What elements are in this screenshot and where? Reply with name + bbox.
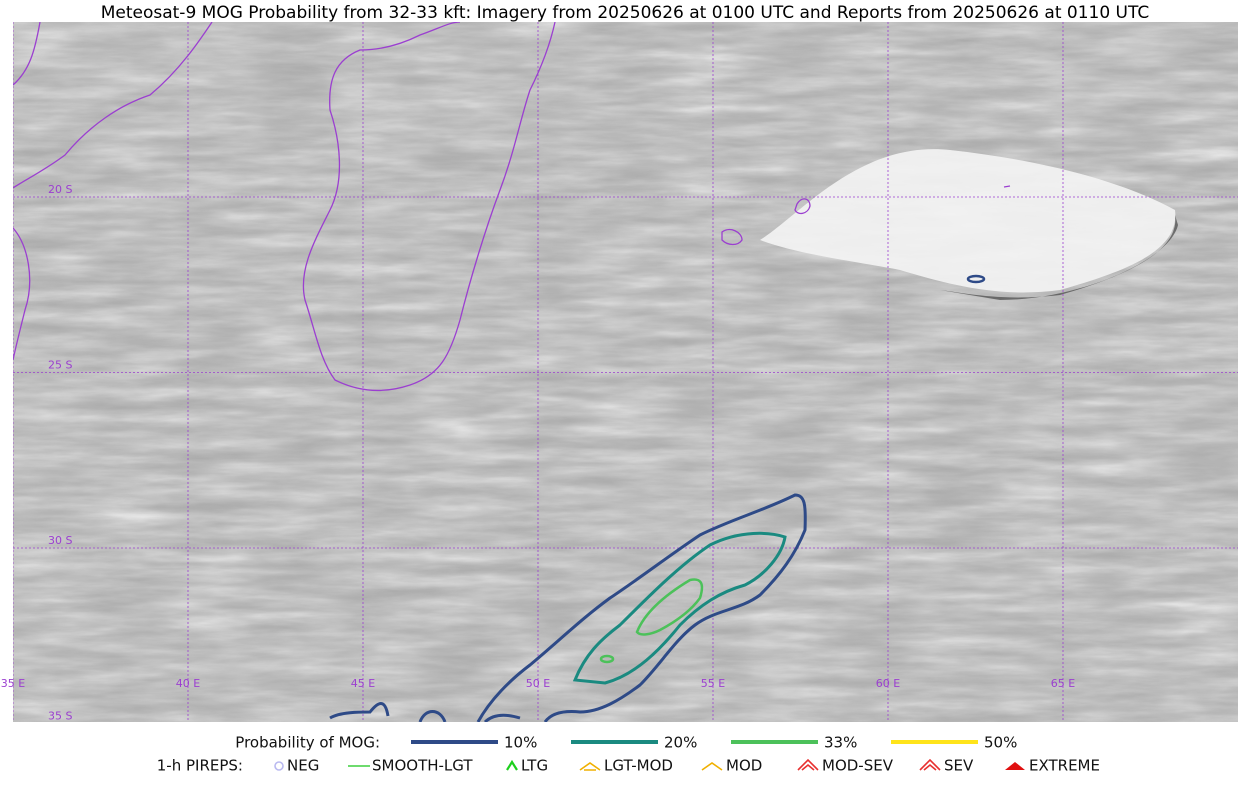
lat-label: 30 S bbox=[48, 534, 72, 547]
pirep-legend: 1-h PIREPS: NEG SMOOTH-LGT LTG LGT-MOD MOD MOD… bbox=[157, 757, 1100, 775]
legend-entry: LTG bbox=[521, 757, 548, 775]
contour-10-small bbox=[966, 274, 986, 284]
pirep-icon bbox=[579, 762, 601, 771]
title: Meteosat-9 MOG Probability from 32-33 kf… bbox=[101, 3, 1150, 23]
legend-entry: NEG bbox=[287, 757, 319, 775]
legend-label: 1-h PIREPS: bbox=[157, 757, 243, 775]
lat-label: 25 S bbox=[48, 359, 72, 372]
pirep-icon bbox=[506, 759, 518, 771]
legend-entry: MOD bbox=[726, 757, 762, 775]
lon-label: 35 E bbox=[1, 677, 25, 690]
legend-entry: SEV bbox=[944, 757, 974, 775]
legend-entry: MOD-SEV bbox=[822, 757, 894, 775]
cloud-cluster bbox=[760, 149, 1176, 293]
lat-label: 35 S bbox=[48, 710, 72, 723]
legend-entry: 10% bbox=[504, 734, 537, 752]
graticule bbox=[13, 22, 1238, 722]
legend-entry: 33% bbox=[824, 734, 857, 752]
legend-entry: 50% bbox=[984, 734, 1017, 752]
coastlines bbox=[13, 22, 1011, 392]
pirep-icon bbox=[1005, 762, 1025, 770]
imagery-texture bbox=[13, 22, 1238, 722]
legend-entry: LGT-MOD bbox=[604, 757, 673, 775]
lon-label: 60 E bbox=[876, 677, 900, 690]
probability-legend: Probability of MOG: 10% 20% 33% 50% bbox=[235, 734, 1017, 752]
contour-33-small bbox=[599, 654, 615, 664]
legend-entry: 20% bbox=[664, 734, 697, 752]
contour-10-fragments bbox=[329, 702, 521, 722]
probability-contours bbox=[329, 274, 986, 722]
lon-label: 55 E bbox=[701, 677, 725, 690]
legend-entry: EXTREME bbox=[1029, 757, 1100, 775]
pirep-icon bbox=[274, 761, 284, 771]
pirep-icon bbox=[701, 762, 723, 771]
legend-entry: SMOOTH-LGT bbox=[372, 757, 473, 775]
legend-label: Probability of MOG: bbox=[235, 734, 380, 752]
contour-33 bbox=[635, 578, 704, 636]
contour-20 bbox=[572, 531, 787, 685]
contour-10 bbox=[476, 493, 807, 722]
pirep-icon bbox=[919, 758, 941, 771]
lon-label: 65 E bbox=[1051, 677, 1075, 690]
lon-label: 45 E bbox=[351, 677, 375, 690]
pirep-icon bbox=[797, 758, 819, 771]
lon-label: 50 E bbox=[526, 677, 550, 690]
lon-label: 40 E bbox=[176, 677, 200, 690]
map bbox=[13, 22, 1238, 722]
lat-label: 20 S bbox=[48, 183, 72, 196]
